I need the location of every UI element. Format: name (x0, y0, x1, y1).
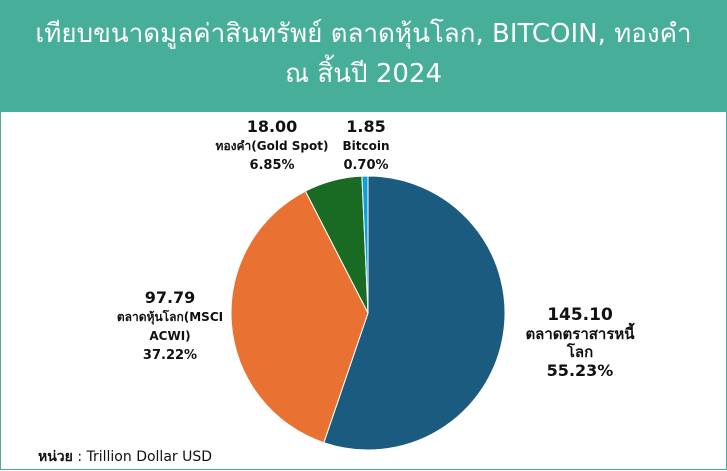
data-label: 1.85 Bitcoin 0.70% (336, 117, 396, 175)
percent-label: 6.85% (249, 158, 295, 173)
title-line: เทียบขนาดมูลค่าสินทรัพย์ ตลาดหุ้นโลก, BI… (35, 19, 692, 49)
value-label: 18.00 (246, 117, 298, 136)
value-label: 145.10 (547, 305, 613, 325)
category-label: ทองคำ(Gold Spot) (215, 139, 329, 153)
data-label: 97.79 ตลาดหุ้นโลก(MSCI ACWI) 37.22% (110, 288, 230, 365)
category-label: Bitcoin (342, 139, 390, 153)
data-label: 18.00 ทองคำ(Gold Spot) 6.85% (197, 117, 347, 175)
percent-label: 37.22% (142, 348, 198, 363)
percent-label: 55.23% (546, 361, 614, 380)
percent-label: 0.70% (343, 158, 389, 173)
value-label: 97.79 (144, 288, 196, 307)
pie-slice (323, 175, 506, 451)
unit: : Trillion Dollar USD (77, 449, 213, 465)
pie-slice (230, 190, 369, 444)
header: เทียบขนาดมูลค่าสินทรัพย์ ตลาดหุ้นโลก, BI… (0, 0, 727, 112)
title-line: ณ สิ้นปี 2024 (285, 59, 442, 89)
value-label: 1.85 (346, 117, 386, 136)
pie-slice (361, 175, 369, 314)
category-label: ตลาดตราสารหนี้โลก (525, 325, 635, 361)
data-label: 145.10 ตลาดตราสารหนี้โลก 55.23% (520, 305, 640, 381)
category-label: ตลาดหุ้นโลก(MSCI ACWI) (116, 310, 224, 343)
unit-label: หน่วย (38, 449, 73, 465)
unit-note: หน่วย : Trillion Dollar USD (38, 446, 212, 468)
